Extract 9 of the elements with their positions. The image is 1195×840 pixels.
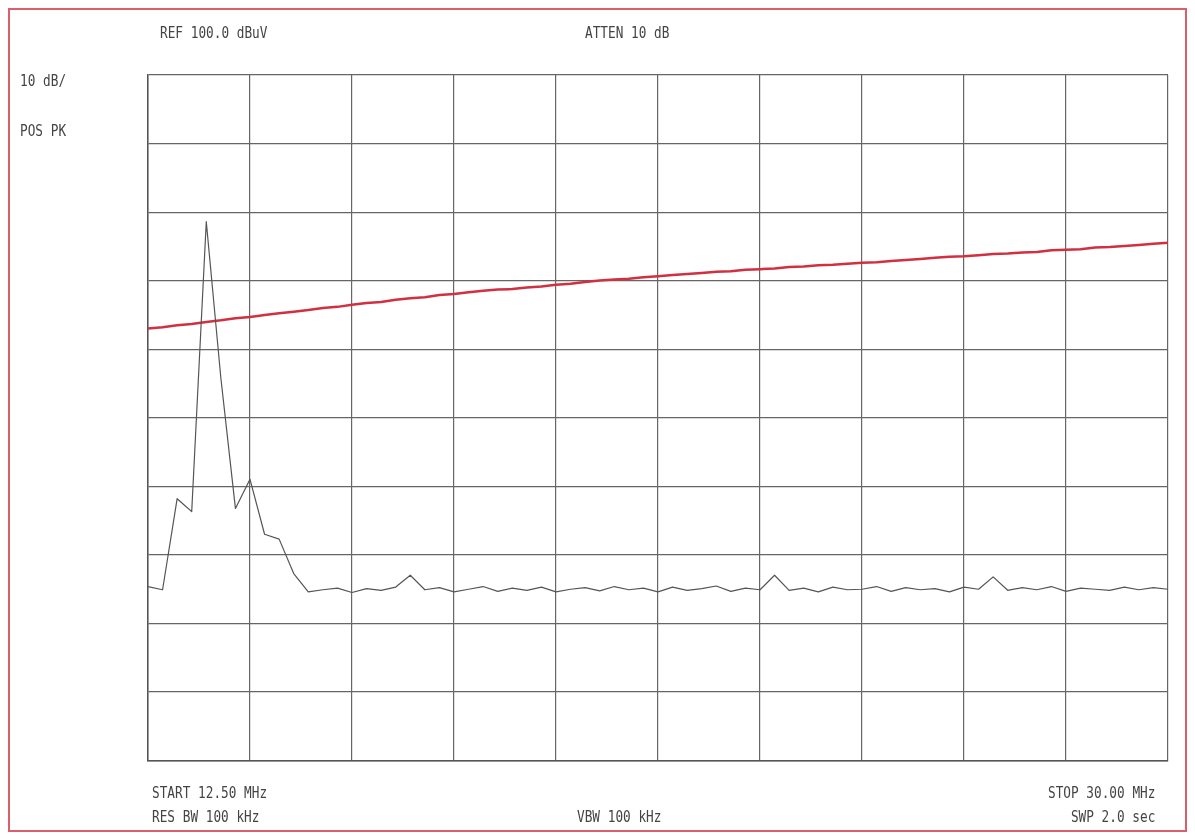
text: START 12.50 MHz	[152, 784, 268, 802]
text: ATTEN 10 dB	[585, 24, 670, 42]
text: 10 dB/	[20, 72, 67, 90]
text: VBW 100 kHz	[577, 808, 662, 826]
text: POS PK	[20, 122, 67, 140]
text: SWP 2.0 sec	[1070, 808, 1155, 826]
text: STOP 30.00 MHz	[1047, 784, 1155, 802]
text: REF 100.0 dBuV	[160, 24, 268, 42]
text: RES BW 100 kHz	[152, 808, 260, 826]
